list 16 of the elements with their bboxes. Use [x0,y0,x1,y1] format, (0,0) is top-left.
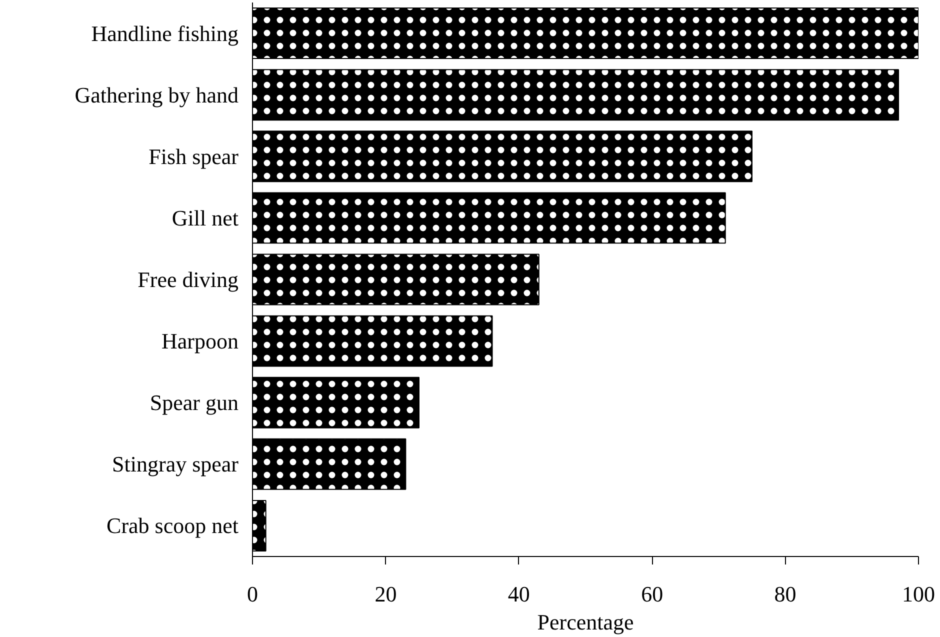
y-tick-label: Crab scoop net [106,513,238,538]
y-tick-label: Stingray spear [112,452,240,477]
y-tick-label: Free diving [138,267,239,292]
y-tick-label: Harpoon [162,328,239,354]
x-tick-label: 0 [247,582,258,606]
x-tick-label: 100 [902,582,935,606]
y-tick-label: Spear gun [150,390,239,416]
y-tick-label: Gill net [172,205,239,230]
x-tick-label: 80 [774,582,796,606]
x-tick-label: 20 [374,582,397,606]
x-tick-label: 60 [641,582,664,606]
y-tick-label: Fish spear [148,144,240,169]
y-tick-label: Gathering by hand [74,82,238,108]
x-axis-title: Percentage [537,610,634,634]
x-tick-label: 40 [508,582,530,606]
y-tick-label: Handline fishing [91,20,239,46]
